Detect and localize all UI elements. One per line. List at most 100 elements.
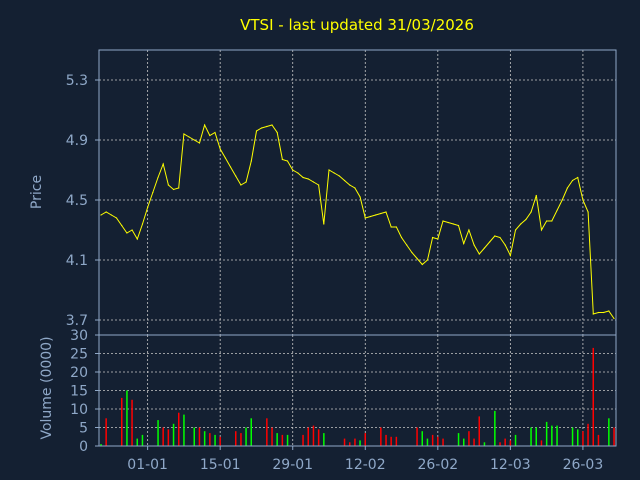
volume-bar	[276, 433, 278, 446]
price-point	[188, 136, 190, 138]
price-point	[266, 125, 268, 128]
price-point	[473, 244, 475, 246]
price-point	[110, 214, 112, 216]
price-point	[551, 220, 553, 222]
volume-bar	[178, 412, 180, 446]
volume-bar	[312, 425, 315, 446]
price-point	[369, 215, 372, 218]
volume-bar	[535, 427, 537, 446]
price-point	[582, 199, 584, 201]
price-point	[577, 176, 579, 179]
volume-bar	[577, 429, 579, 446]
price-point	[571, 179, 574, 182]
price-point	[100, 214, 102, 216]
volume-bar	[323, 433, 325, 446]
price-point	[245, 181, 247, 183]
volume-bar	[219, 436, 221, 447]
volume-bar	[235, 431, 237, 446]
price-point	[463, 242, 465, 245]
volume-bar	[349, 442, 351, 446]
price-point	[198, 142, 201, 144]
price-point	[385, 211, 387, 213]
price-point	[318, 184, 320, 186]
volume-ytick-label: 0	[79, 439, 88, 455]
price-point	[152, 191, 154, 194]
volume-ytick-label: 5	[79, 421, 88, 437]
price-point	[214, 131, 216, 134]
volume-bar	[597, 434, 600, 446]
price-point	[349, 184, 351, 186]
price-point	[426, 259, 429, 261]
price-point	[240, 184, 242, 186]
volume-panel: 30 25 20 15 10 5 0	[70, 328, 617, 455]
price-point	[302, 176, 304, 179]
volume-bar	[141, 434, 144, 446]
volume-frame	[98, 334, 617, 447]
volume-bar	[203, 431, 206, 446]
price-point	[400, 236, 403, 239]
price-ytick-label: 3.7	[66, 313, 88, 329]
price-point	[250, 160, 252, 162]
price-point	[452, 223, 454, 225]
price-point	[286, 160, 289, 162]
volume-bar	[421, 431, 423, 446]
volume-bar	[343, 438, 346, 446]
price-point	[126, 232, 128, 234]
price-point	[556, 209, 558, 212]
x-tick-label: 12-02	[345, 457, 386, 473]
volume-bar	[198, 427, 201, 446]
price-point	[395, 226, 397, 228]
volume-bar	[121, 397, 123, 446]
price-point	[115, 217, 118, 219]
price-point	[354, 187, 356, 189]
price-point	[157, 176, 159, 179]
volume-bar	[468, 431, 470, 446]
price-ytick-label: 4.1	[66, 253, 88, 269]
volume-bar	[136, 438, 138, 446]
price-point	[499, 236, 501, 239]
volume-bar	[551, 425, 553, 446]
volume-bar	[162, 427, 164, 446]
volume-bar	[437, 436, 439, 447]
volume-ytick-label: 15	[70, 384, 88, 400]
price-point	[204, 124, 206, 126]
volume-bar	[193, 427, 195, 446]
price-point	[390, 226, 392, 228]
price-point	[468, 229, 470, 231]
volume-bar	[442, 438, 444, 446]
price-point	[525, 218, 527, 221]
volume-bar	[504, 438, 506, 446]
price-point	[359, 196, 361, 198]
price-point	[343, 179, 346, 182]
price-point	[261, 127, 263, 129]
price-point	[323, 223, 325, 225]
volume-bar	[545, 421, 548, 446]
price-point	[504, 244, 506, 246]
price-point	[432, 236, 434, 239]
price-point	[162, 163, 164, 165]
price-point	[364, 217, 366, 219]
volume-bar	[209, 433, 211, 446]
volume-bar	[214, 434, 216, 446]
volume-bar	[509, 440, 512, 446]
price-point	[276, 131, 278, 134]
price-point	[566, 187, 568, 189]
volume-bar	[183, 414, 185, 446]
x-tick-label: 29-01	[272, 457, 313, 473]
volume-ytick-label: 20	[70, 365, 88, 381]
price-point	[406, 244, 408, 246]
volume-bar	[478, 416, 480, 446]
price-point	[193, 139, 195, 141]
price-point	[167, 184, 169, 186]
price-point	[587, 211, 589, 213]
price-point	[229, 166, 232, 168]
volume-ytick-label: 25	[70, 347, 88, 363]
price-point	[292, 169, 294, 171]
volume-ytick-label: 30	[70, 328, 88, 344]
volume-bar	[157, 420, 159, 446]
price-point	[540, 229, 543, 231]
volume-bar	[592, 347, 594, 446]
price-point	[608, 310, 610, 312]
price-point	[530, 211, 532, 213]
